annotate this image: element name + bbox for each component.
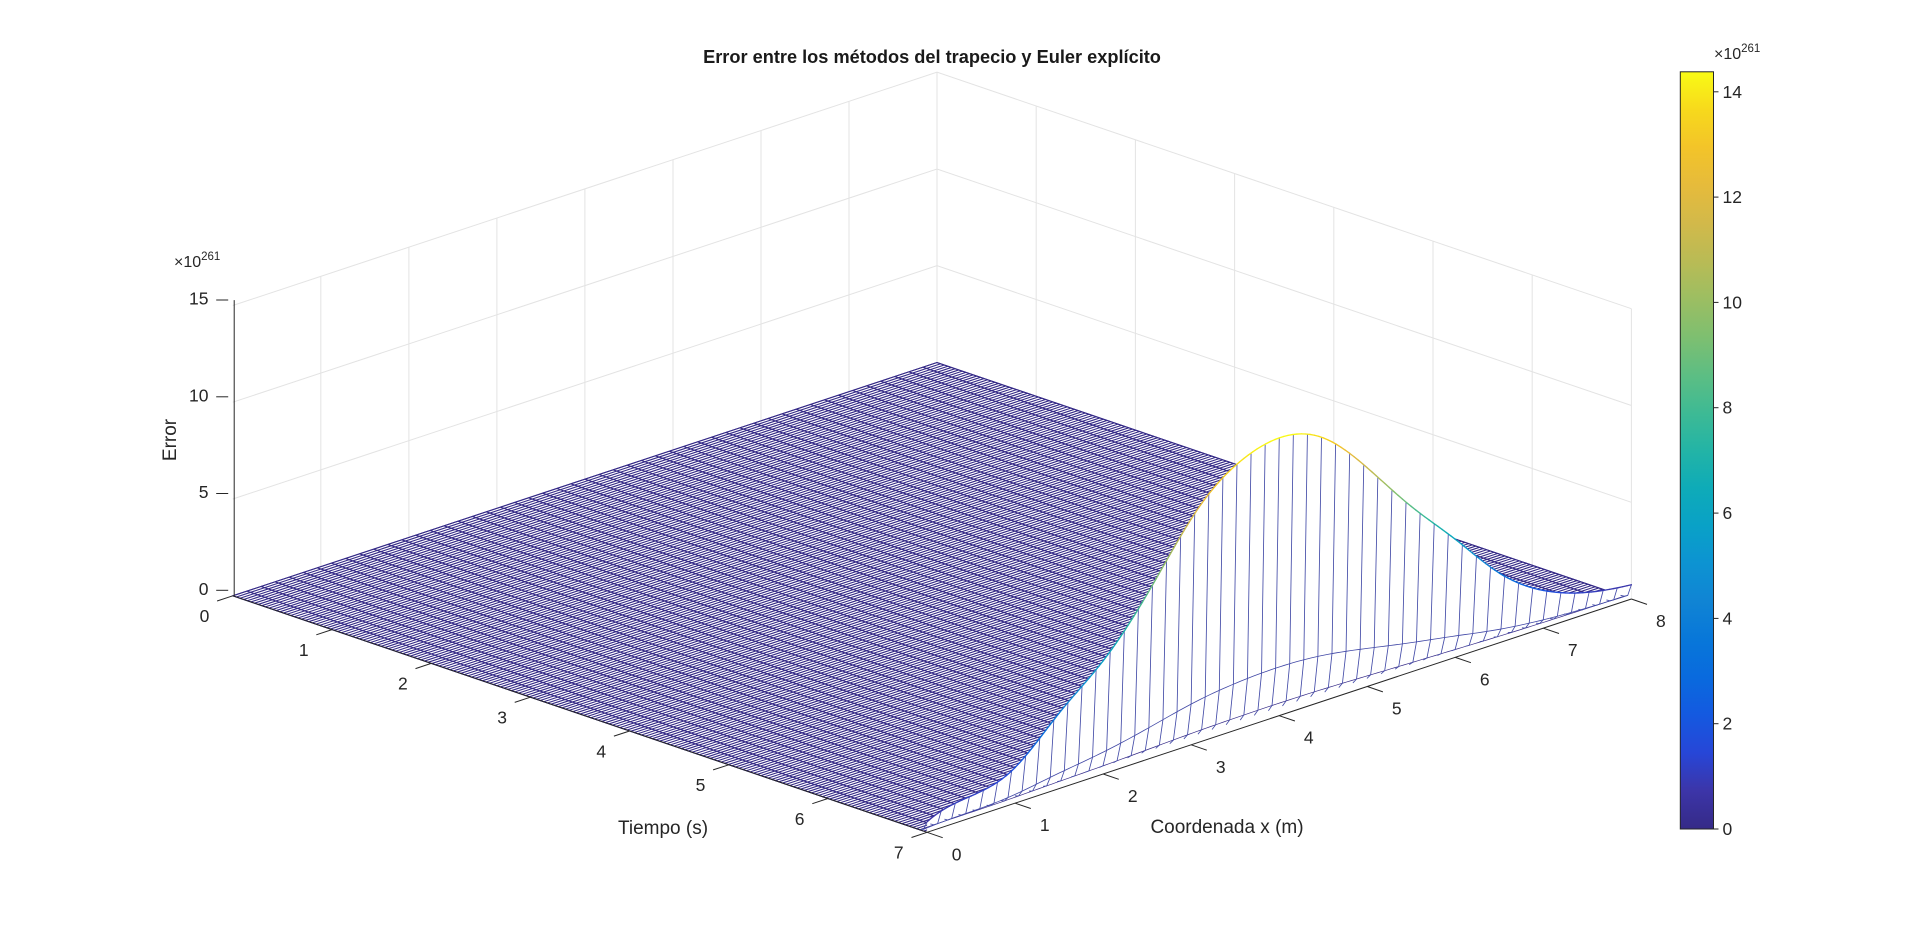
svg-text:12: 12 — [1723, 187, 1742, 207]
svg-text:2: 2 — [398, 674, 408, 694]
svg-text:10: 10 — [1723, 292, 1743, 312]
svg-text:4: 4 — [1723, 608, 1733, 628]
svg-text:6: 6 — [1480, 669, 1490, 689]
svg-text:1: 1 — [1040, 815, 1050, 835]
svg-text:0: 0 — [199, 579, 209, 599]
svg-text:4: 4 — [1304, 728, 1314, 748]
svg-text:7: 7 — [894, 843, 904, 863]
svg-text:10: 10 — [189, 385, 209, 405]
svg-text:3: 3 — [497, 708, 507, 728]
svg-text:Tiempo (s): Tiempo (s) — [618, 818, 708, 839]
svg-text:Coordenada x (m): Coordenada x (m) — [1150, 817, 1303, 838]
svg-text:5: 5 — [1392, 699, 1402, 719]
svg-text:2: 2 — [1128, 786, 1138, 806]
svg-text:15: 15 — [189, 289, 208, 309]
svg-text:7: 7 — [1568, 640, 1578, 660]
svg-text:Error entre los métodos del tr: Error entre los métodos del trapecio y E… — [703, 47, 1161, 67]
svg-text:8: 8 — [1656, 611, 1666, 631]
svg-text:14: 14 — [1723, 82, 1743, 102]
svg-text:Error: Error — [160, 418, 181, 461]
svg-text:3: 3 — [1216, 757, 1226, 777]
svg-text:6: 6 — [1723, 503, 1733, 523]
svg-text:0: 0 — [1723, 819, 1733, 839]
svg-text:2: 2 — [1723, 714, 1733, 734]
svg-text:8: 8 — [1723, 398, 1733, 418]
svg-text:5: 5 — [696, 775, 706, 795]
svg-text:1: 1 — [299, 640, 309, 660]
svg-text:0: 0 — [200, 606, 210, 626]
svg-text:0: 0 — [952, 844, 962, 864]
svg-text:6: 6 — [795, 809, 805, 829]
svg-text:4: 4 — [596, 741, 606, 761]
svg-text:5: 5 — [199, 482, 209, 502]
